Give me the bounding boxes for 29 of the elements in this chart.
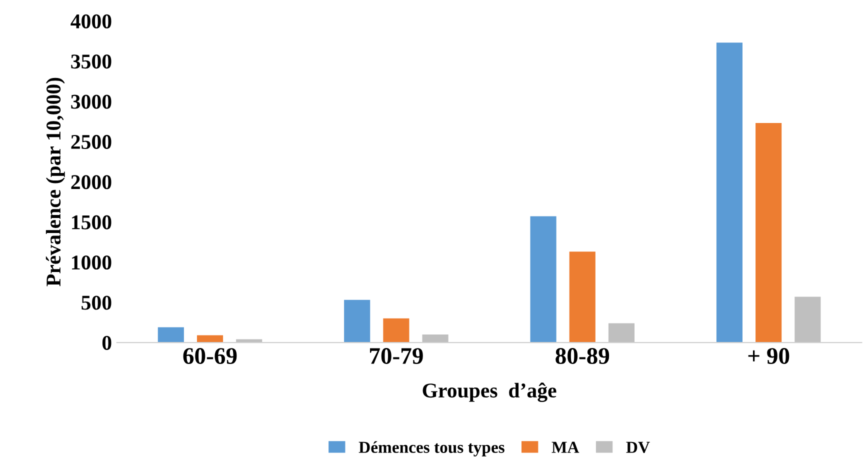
y-axis-title: Prévalence (par 10,000) — [46, 78, 65, 286]
x-tick-label: 60-69 — [183, 348, 237, 364]
bar — [569, 252, 596, 343]
bar — [794, 296, 821, 343]
bar — [344, 300, 370, 343]
x-tick-label: 80-89 — [556, 348, 610, 364]
y-tick-label: 2500 — [71, 134, 112, 149]
bar — [383, 318, 410, 343]
bar — [608, 323, 635, 343]
legend-label: DV — [626, 442, 650, 454]
legend-label: Démences tous types — [358, 441, 504, 456]
legend-label: MA — [552, 442, 580, 453]
y-tick-label: 3000 — [71, 94, 112, 109]
bar — [196, 335, 224, 343]
bar — [530, 216, 556, 343]
y-tick-label: 2000 — [71, 175, 112, 190]
x-tick-label: + 90 — [748, 348, 790, 364]
bar — [756, 123, 782, 343]
x-axis-title: Groupes d’aĝe — [422, 382, 556, 402]
y-tick-label: 4000 — [70, 14, 112, 28]
y-tick-label: 3500 — [71, 54, 112, 69]
y-tick-label: 500 — [82, 296, 112, 310]
bar — [158, 327, 184, 343]
x-tick-label: 70-79 — [370, 348, 423, 364]
y-tick-label: 0 — [102, 336, 112, 350]
bar — [422, 334, 448, 343]
y-tick-label: 1000 — [72, 256, 112, 270]
y-tick-label: 1500 — [72, 215, 112, 230]
bar — [716, 42, 743, 343]
